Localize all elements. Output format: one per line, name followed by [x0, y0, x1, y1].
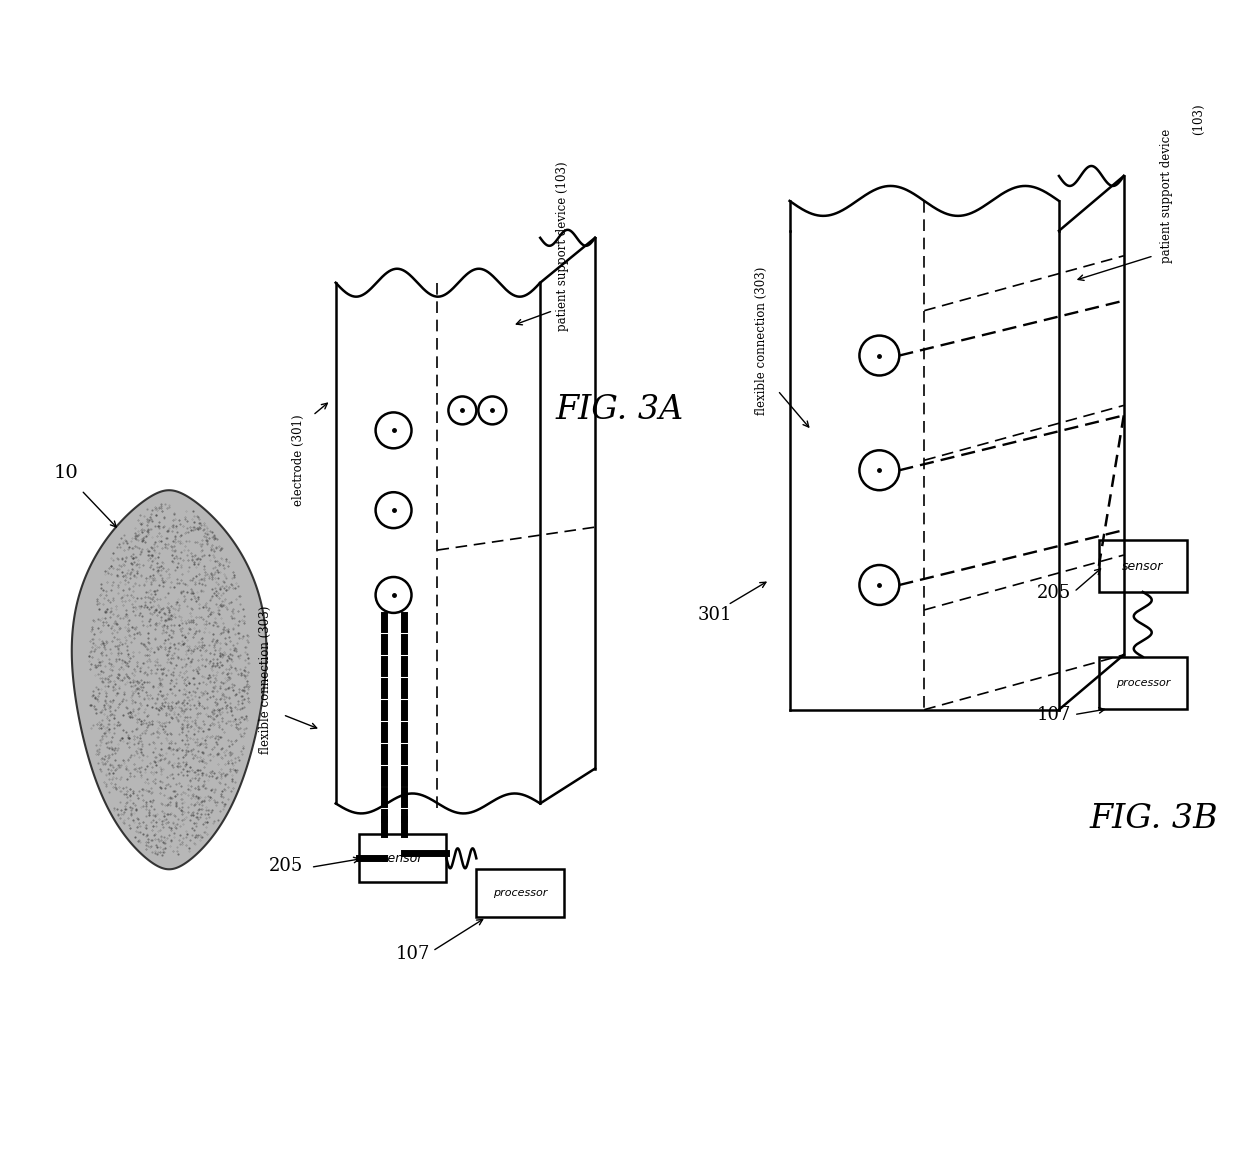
Text: processor: processor — [494, 889, 547, 898]
Text: 301: 301 — [698, 606, 733, 624]
Text: patient support device: patient support device — [1161, 129, 1173, 263]
Text: patient support device (103): patient support device (103) — [556, 162, 569, 330]
Text: flexible connection (303): flexible connection (303) — [755, 267, 768, 414]
Text: 107: 107 — [1037, 705, 1071, 724]
Text: 205: 205 — [269, 857, 303, 875]
Text: (103): (103) — [1192, 104, 1205, 135]
Bar — [358, 834, 446, 883]
Text: processor: processor — [1116, 677, 1169, 688]
Text: FIG. 3B: FIG. 3B — [1090, 803, 1218, 835]
Polygon shape — [72, 490, 267, 869]
Text: 205: 205 — [1037, 584, 1071, 602]
Bar — [476, 869, 564, 917]
Text: flexible connection (303): flexible connection (303) — [259, 606, 273, 754]
Bar — [1099, 657, 1187, 709]
Text: 10: 10 — [53, 464, 78, 482]
Text: electrode (301): electrode (301) — [293, 414, 305, 507]
Text: sensor: sensor — [1122, 560, 1163, 572]
Text: 107: 107 — [396, 945, 430, 964]
Text: sensor: sensor — [382, 852, 423, 864]
Text: FIG. 3A: FIG. 3A — [556, 395, 684, 426]
Bar — [1099, 540, 1187, 592]
